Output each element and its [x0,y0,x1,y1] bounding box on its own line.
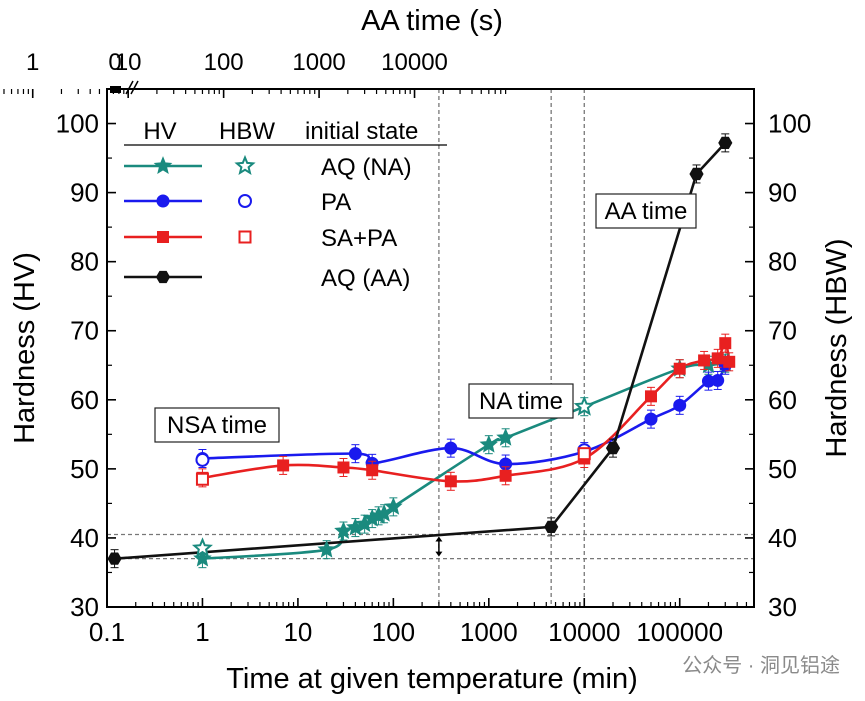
data-point-hv [337,461,350,474]
y-left-tick-label: 60 [70,385,99,415]
legend-label: AQ (AA) [321,265,410,292]
top-zero-label: 0 [108,49,121,76]
data-point-hv [334,521,353,539]
y-right-tick-label: 80 [768,247,797,277]
data-point-hv [366,464,379,477]
reference-lines [107,89,754,607]
legend-marker-hbw [234,154,256,176]
data-point-hv [444,475,457,488]
x-tick-label: 100000 [636,617,723,647]
data-point-hv [644,390,657,403]
data-point-hv [496,427,515,446]
x-axis-title: Time at given temperature (min) [226,663,638,695]
x-tick-label: 1000 [460,617,518,647]
data-point-hbw [191,537,213,558]
nsa-time-label: NSA time [167,412,267,439]
legend-marker-hv [156,194,170,208]
top-tick-label: 1000 [292,49,345,76]
top-tick-label: 10 [115,49,142,76]
axis-break-slash [125,80,134,95]
y-right-axis-title: Hardness (HBW) [821,238,853,457]
axis-break-block [110,86,121,93]
y-right-tick-label: 50 [768,454,797,484]
x-tick-label: 100 [372,617,415,647]
legend-marker-hbw [238,230,252,244]
axis-break-slash [130,80,139,95]
y-left-tick-label: 30 [70,592,99,622]
y-right-tick-label: 70 [768,316,797,346]
data-point-hv [673,398,687,412]
legend-marker-hv [155,270,171,284]
y-left-tick-label: 50 [70,454,99,484]
legend-label: PA [321,189,351,216]
data-point-hv [348,447,362,461]
top-tick-label: 100 [204,49,244,76]
data-point-hbw [577,447,591,461]
x-tick-label: 1 [195,617,209,647]
data-point-hv [723,355,736,368]
legend-header-hbw: HBW [219,118,275,145]
y-left-axis-title: Hardness (HV) [9,252,41,444]
data-point-hv [698,354,711,367]
watermark: 公众号 · 洞见铝途 [682,654,840,677]
data-point-hv [711,373,725,387]
data-point-hv [689,167,704,181]
plot-frame [106,88,755,608]
data-point-hv [499,469,512,482]
legend-marker-hbw [238,194,252,208]
legend-marker-hv [157,231,169,243]
aa-time-label: AA time [605,198,688,225]
y-right-tick-label: 90 [768,178,797,208]
y-left-tick-label: 70 [70,316,99,346]
data-point-hv [444,441,458,455]
aa-time-box [595,193,697,229]
data-point-hv [317,539,336,558]
y-right-tick-label: 100 [768,109,811,139]
data-point-hv [718,136,733,149]
top-axis-title: AA time (s) [361,5,503,37]
x-tick-label: 10000 [548,617,620,647]
top-tick-label: 10000 [381,49,448,76]
data-point-hv [605,442,621,455]
nsa-time-box [154,407,280,443]
legend-header-state: initial state [305,118,418,145]
legend-label: SA+PA [321,225,397,252]
y-right-tick-label: 30 [768,592,797,622]
diff-arrowhead-up [435,536,443,542]
x-tick-label: 10 [283,617,312,647]
na-time-box [468,383,574,419]
data-point-hbw [195,472,209,486]
data-point-hbw [573,395,595,416]
data-point-hv [719,337,732,350]
y-left-tick-label: 40 [70,523,99,553]
legend-header-hv: HV [143,118,176,145]
y-left-tick-label: 100 [56,109,99,139]
y-right-tick-label: 40 [768,523,797,553]
y-left-tick-label: 90 [70,178,99,208]
data-point-hv [644,412,658,426]
diff-arrowhead-down [435,551,443,557]
na-time-label: NA time [479,388,563,415]
axes [3,80,755,608]
markers-layer [107,133,736,569]
data-point-hv [711,352,724,365]
y-right-tick-label: 60 [768,385,797,415]
data-point-hv [673,362,686,375]
y-left-tick-label: 80 [70,247,99,277]
x-tick-label: 0.1 [89,617,125,647]
legend: HV HBW initial state AQ (NA) PA SA+PA AQ (AA) [124,118,447,292]
data-point-hv [544,520,559,533]
data-point-hv [479,434,499,453]
data-point-hv [277,459,290,472]
data-point-hv [384,497,403,515]
data-point-hbw [195,452,210,467]
legend-marker-hv [153,156,173,174]
legend-label: AQ (NA) [321,154,412,181]
top-tick-label: 1 [26,49,39,76]
data-point-hv [107,552,122,565]
